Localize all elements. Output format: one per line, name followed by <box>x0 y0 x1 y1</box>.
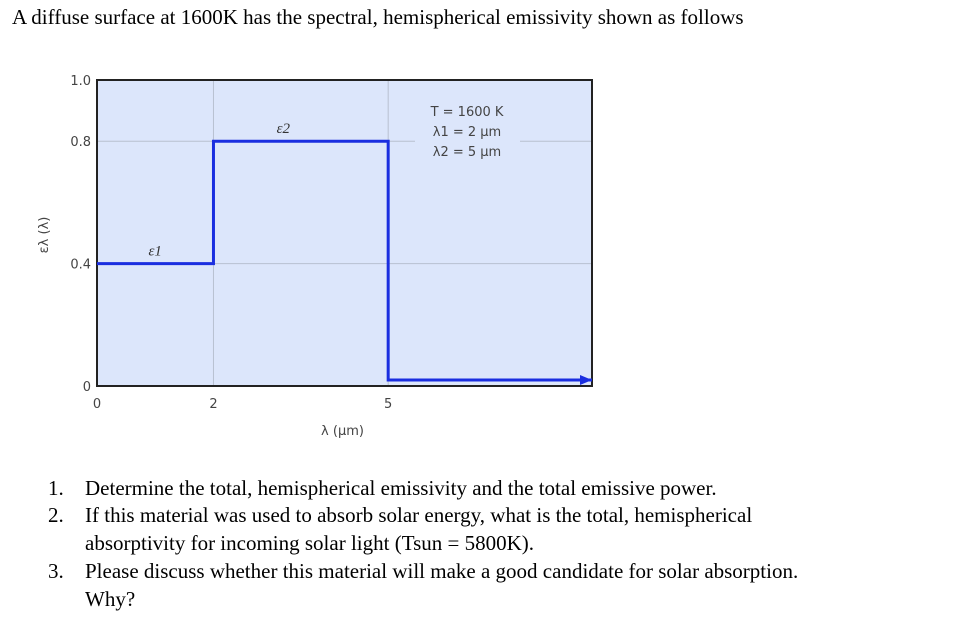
question-number: 1. <box>48 476 64 500</box>
legend-box <box>415 100 520 162</box>
eps1-label: ε1 <box>149 244 162 260</box>
x-tick-label: 5 <box>384 397 392 412</box>
question-number: 2. <box>48 503 64 527</box>
plot-frame <box>96 79 593 387</box>
lambda2-label: λ2 = 5 μm <box>433 145 501 160</box>
y-tick-label: 1.0 <box>70 74 91 89</box>
lambda1-label: λ1 = 2 μm <box>433 125 501 140</box>
question-3: 3. Please discuss whether this material w… <box>48 557 798 585</box>
y-tick-label: 0.8 <box>70 135 91 150</box>
x-tick-label: 0 <box>93 397 101 412</box>
question-text: Please discuss whether this material wil… <box>85 559 799 583</box>
y-tick-label: 0.4 <box>70 258 91 273</box>
y-axis-label: ελ (λ) <box>37 217 52 254</box>
question-3-cont: Why? <box>85 587 136 611</box>
question-1: 1. Determine the total, hemispherical emi… <box>48 474 717 502</box>
problem-statement: A diffuse surface at 1600K has the spect… <box>12 5 744 29</box>
eps2-label: ε2 <box>277 121 291 137</box>
y-tick-label: 0 <box>83 380 91 395</box>
question-2-cont: absorptivity for incoming solar light (T… <box>85 531 534 555</box>
arrow-head <box>580 375 592 385</box>
question-text: If this material was used to absorb sola… <box>85 503 753 527</box>
x-tick-label: 2 <box>209 397 217 412</box>
temperature-label: T = 1600 K <box>430 105 504 120</box>
question-number: 3. <box>48 559 64 583</box>
x-axis-label: λ (μm) <box>321 424 364 439</box>
emissivity-step-line <box>97 139 592 382</box>
question-text: Determine the total, hemispherical emiss… <box>85 476 717 500</box>
question-2: 2. If this material was used to absorb so… <box>48 501 752 529</box>
emissivity-chart: 0 2 5 0 0.4 0.8 1.0 ε1 ε2 T = 1600 K λ1 = 2 μm λ2 =… <box>37 74 593 439</box>
